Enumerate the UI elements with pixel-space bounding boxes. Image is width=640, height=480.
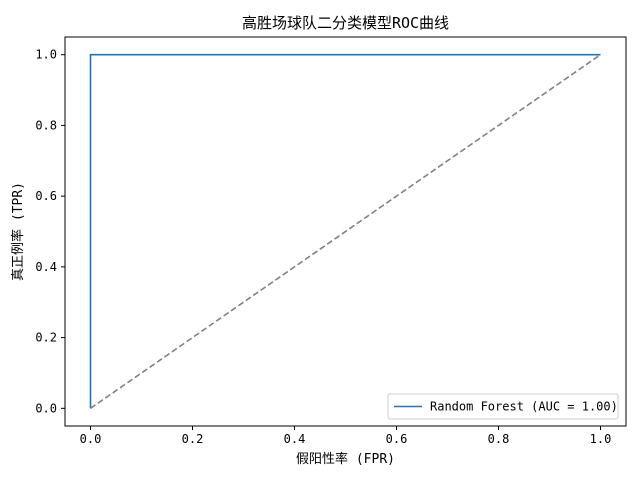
y-tick-label: 0.2 xyxy=(35,331,57,345)
y-tick-label: 0.8 xyxy=(35,118,57,132)
x-tick-label: 0.0 xyxy=(80,432,102,446)
x-tick-label: 0.4 xyxy=(284,432,306,446)
y-tick-label: 0.0 xyxy=(35,401,57,415)
x-axis-label: 假阳性率 (FPR) xyxy=(296,451,395,467)
x-tick-label: 1.0 xyxy=(590,432,612,446)
series-line-diagonal-reference xyxy=(90,54,601,409)
x-tick-label: 0.6 xyxy=(386,432,408,446)
y-tick-label: 0.4 xyxy=(35,260,57,274)
x-tick-label: 0.2 xyxy=(182,432,204,446)
legend: Random Forest (AUC = 1.00) xyxy=(387,393,619,420)
y-tick-label: 0.6 xyxy=(35,189,57,203)
legend-box xyxy=(387,393,619,420)
axes: 0.0 0.2 0.4 0.6 0.8 1.0 0.0 0.2 0.4 0.6 0.8 1.0 xyxy=(35,36,627,446)
chart-title: 高胜场球队二分类模型ROC曲线 xyxy=(242,14,449,32)
series-line-random-forest xyxy=(89,53,601,409)
y-axis-label: 真正例率 (TPR) xyxy=(10,182,26,281)
plot-area xyxy=(89,53,601,409)
y-tick-label: 1.0 xyxy=(35,48,57,62)
axes-frame xyxy=(64,36,627,427)
x-tick-label: 0.8 xyxy=(488,432,510,446)
legend-label-random-forest: Random Forest (AUC = 1.00) xyxy=(430,400,618,414)
